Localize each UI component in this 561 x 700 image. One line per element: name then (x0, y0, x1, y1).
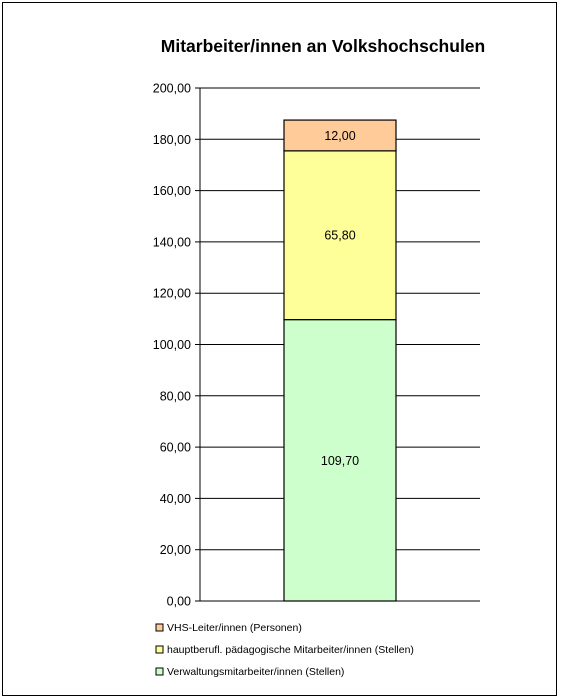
chart-title: Mitarbeiter/innen an Volkshochschulen (161, 36, 485, 56)
legend-swatch-2 (155, 623, 164, 632)
y-tick-label: 0,00 (167, 595, 191, 609)
legend-label-1: hauptberufl. pädagogische Mitarbeiter/in… (167, 644, 414, 656)
legend-label-0: Verwaltungsmitarbeiter/innen (Stellen) (167, 666, 344, 678)
y-tick-label: 180,00 (153, 133, 191, 147)
legend-swatch-0 (155, 667, 164, 676)
data-label-2: 12,00 (324, 129, 355, 143)
y-tick-label: 20,00 (160, 543, 191, 557)
y-tick-label: 160,00 (153, 184, 191, 198)
y-tick-label: 40,00 (160, 492, 191, 506)
y-tick-label: 80,00 (160, 389, 191, 403)
y-tick-label: 200,00 (153, 82, 191, 96)
bar-segment-0 (283, 319, 397, 602)
data-label-0: 109,70 (321, 454, 359, 468)
data-label-1: 65,80 (324, 229, 355, 243)
y-tick-label: 100,00 (153, 338, 191, 352)
y-tick-label: 140,00 (153, 235, 191, 249)
legend-swatch-1 (155, 645, 164, 654)
bar-segment-2 (283, 119, 397, 152)
y-tick-label: 60,00 (160, 441, 191, 455)
y-tick-label: 120,00 (153, 287, 191, 301)
legend-label-2: VHS-Leiter/innen (Personen) (167, 622, 302, 634)
bar-segment-1 (283, 150, 397, 321)
